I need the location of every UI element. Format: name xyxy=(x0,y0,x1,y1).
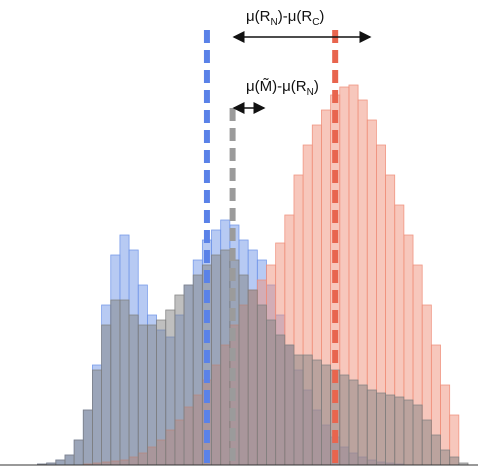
bar-series2-bin42 xyxy=(394,396,405,466)
bar-series2-bin5 xyxy=(55,459,66,466)
bar-series2-bin13 xyxy=(128,314,139,466)
bar-series2-bin39 xyxy=(366,389,377,466)
bar-series2-bin6 xyxy=(64,454,75,466)
bar-series2-bin23 xyxy=(220,249,231,466)
bar-series2-bin44 xyxy=(412,404,423,466)
bar-series2-bin41 xyxy=(385,394,396,466)
bar-series2-bin22 xyxy=(211,254,222,466)
bar-series2-bin46 xyxy=(430,434,441,466)
bar-series2-bin28 xyxy=(266,319,277,466)
bar-series2-bin45 xyxy=(421,419,432,466)
bar-series2-bin25 xyxy=(238,274,249,466)
bar-series2-bin47 xyxy=(440,449,451,466)
bar-series2-bin37 xyxy=(348,379,359,466)
bar-series2-bin20 xyxy=(192,274,203,466)
bar-series2-bin38 xyxy=(357,384,368,466)
bar-series2-bin14 xyxy=(137,324,148,466)
bar-series2-bin9 xyxy=(92,369,103,466)
bar-series2-bin34 xyxy=(321,364,332,466)
bar-series2-bin33 xyxy=(311,359,322,466)
bar-series2-bin11 xyxy=(110,299,121,466)
bar-series2-bin15 xyxy=(146,324,157,466)
bar-series2-bin16 xyxy=(156,319,167,466)
mid-diff-label: μ(M̃)-μ(RN) xyxy=(246,78,319,98)
bar-series2-bin27 xyxy=(256,304,267,466)
bar-series2-bin40 xyxy=(375,392,386,466)
bar-series2-bin18 xyxy=(174,294,185,466)
bar-series2-bin31 xyxy=(293,354,304,466)
bar-series2-bin12 xyxy=(119,299,130,466)
bar-series2-bin29 xyxy=(275,334,286,466)
bar-series2-bin30 xyxy=(284,344,295,466)
bar-series2-bin17 xyxy=(165,309,176,466)
bar-series2-bin10 xyxy=(101,324,112,466)
top-diff-label: μ(RN)-μ(RC) xyxy=(246,8,325,28)
bar-series2-bin26 xyxy=(247,289,258,466)
bar-series2-bin36 xyxy=(339,374,350,466)
bar-series2-bin19 xyxy=(183,284,194,466)
bar-series2-bin7 xyxy=(73,439,84,466)
bar-series2-bin32 xyxy=(302,354,313,466)
histogram-bars xyxy=(37,84,469,466)
annotation-arrows xyxy=(232,31,372,114)
mean-lines xyxy=(203,30,339,465)
bar-series2-bin8 xyxy=(82,409,93,466)
bar-series2-bin48 xyxy=(449,456,460,466)
bar-series2-bin43 xyxy=(403,399,414,466)
